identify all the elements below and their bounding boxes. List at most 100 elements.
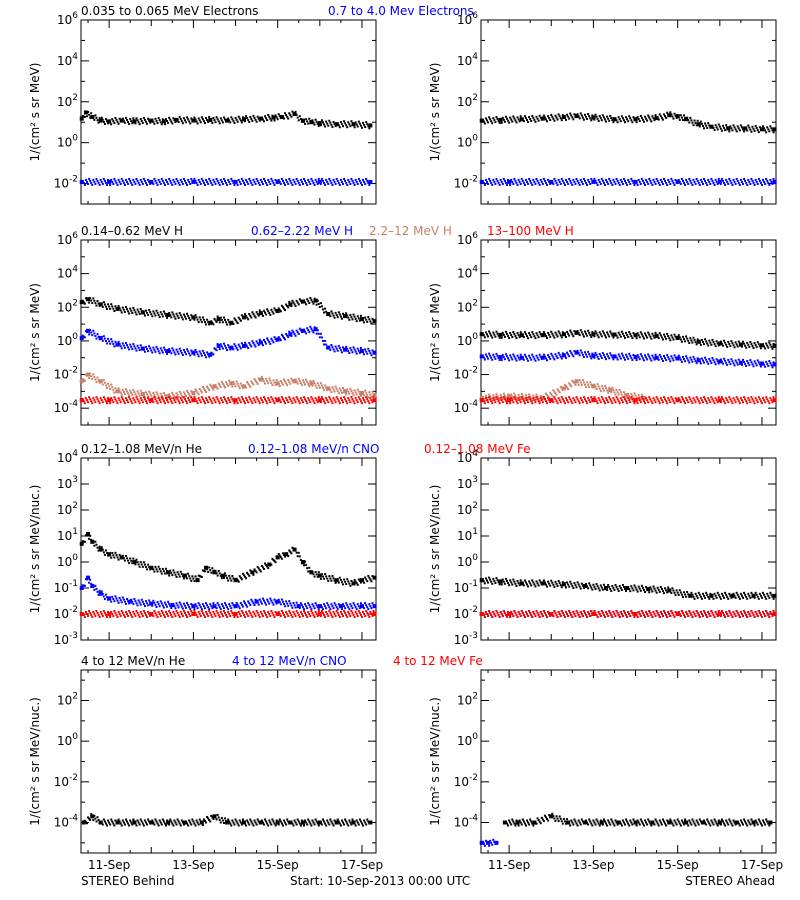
data-point [237, 178, 240, 181]
data-point [175, 312, 178, 315]
data-point [85, 330, 88, 333]
data-point [349, 387, 352, 390]
data-point [314, 178, 317, 181]
data-point [309, 570, 312, 573]
data-point [540, 357, 543, 360]
data-point [187, 391, 190, 394]
data-point [743, 591, 746, 594]
data-point [321, 308, 324, 311]
data-point [235, 400, 238, 403]
data-point [549, 119, 552, 122]
data-point [522, 181, 525, 184]
data-point [760, 596, 763, 599]
data-point [737, 340, 740, 343]
data-point [576, 349, 579, 352]
data-point [362, 605, 365, 608]
data-point [633, 118, 636, 121]
data-point [83, 110, 88, 115]
data-point [345, 400, 348, 403]
data-point [693, 180, 696, 183]
data-point [86, 372, 91, 377]
data-point [593, 118, 596, 121]
data-point [165, 603, 168, 606]
data-point [575, 586, 578, 589]
data-point [306, 567, 309, 570]
data-point [546, 120, 549, 123]
data-point [713, 343, 716, 346]
data-point [348, 582, 351, 585]
data-point [534, 182, 537, 185]
data-point [314, 602, 317, 605]
data-point [123, 600, 126, 603]
data-point [124, 611, 127, 613]
data-point [189, 122, 192, 125]
data-point [167, 182, 170, 185]
data-point [140, 598, 143, 601]
data-point [495, 352, 498, 355]
data-point [369, 320, 372, 323]
data-point [688, 361, 691, 364]
y-tick-label: 101 [457, 527, 478, 543]
data-point [479, 578, 484, 583]
data-point [502, 177, 505, 180]
data-point [570, 400, 573, 403]
data-point [354, 350, 357, 353]
data-point [500, 121, 503, 124]
data-point [168, 574, 171, 577]
data-point [331, 346, 334, 349]
data-point [539, 397, 542, 400]
data-point [340, 391, 343, 394]
data-point [219, 343, 222, 346]
data-point [256, 601, 259, 604]
data-point [346, 402, 349, 405]
data-point [372, 319, 375, 322]
data-point [661, 182, 664, 185]
data-point [283, 181, 286, 184]
data-point [708, 339, 711, 342]
data-point [684, 402, 687, 405]
data-point [254, 615, 257, 617]
data-point [175, 575, 178, 578]
data-point [754, 397, 757, 400]
data-point [98, 589, 101, 592]
data-point [559, 401, 562, 404]
data-point [296, 555, 299, 558]
data-point [737, 595, 740, 598]
data-point [488, 330, 491, 333]
data-point [561, 388, 564, 391]
data-point [348, 613, 351, 615]
data-point [636, 332, 639, 335]
data-point [227, 178, 230, 181]
data-point [771, 366, 774, 369]
data-point [123, 616, 126, 618]
data-point [229, 348, 232, 351]
data-point [130, 614, 133, 616]
data-point [132, 397, 135, 400]
data-point [265, 377, 268, 380]
data-point [765, 342, 768, 345]
data-point [278, 180, 281, 183]
data-point [101, 383, 104, 386]
data-point [348, 608, 351, 611]
data-point [696, 357, 699, 360]
data-point [280, 557, 283, 560]
data-point [256, 612, 259, 614]
data-point [215, 320, 218, 323]
data-point [190, 396, 193, 399]
data-point [547, 395, 550, 398]
data-point [250, 598, 253, 601]
data-point [325, 607, 328, 610]
data-point [625, 395, 628, 398]
data-point [608, 335, 611, 338]
data-point [271, 114, 274, 117]
data-point [573, 113, 576, 116]
data-point [713, 129, 716, 132]
data-point [107, 179, 112, 184]
data-point [357, 578, 360, 581]
data-point [527, 182, 530, 185]
data-point [358, 607, 361, 610]
data-point [563, 584, 566, 587]
data-point [547, 178, 550, 181]
data-point [733, 126, 736, 129]
